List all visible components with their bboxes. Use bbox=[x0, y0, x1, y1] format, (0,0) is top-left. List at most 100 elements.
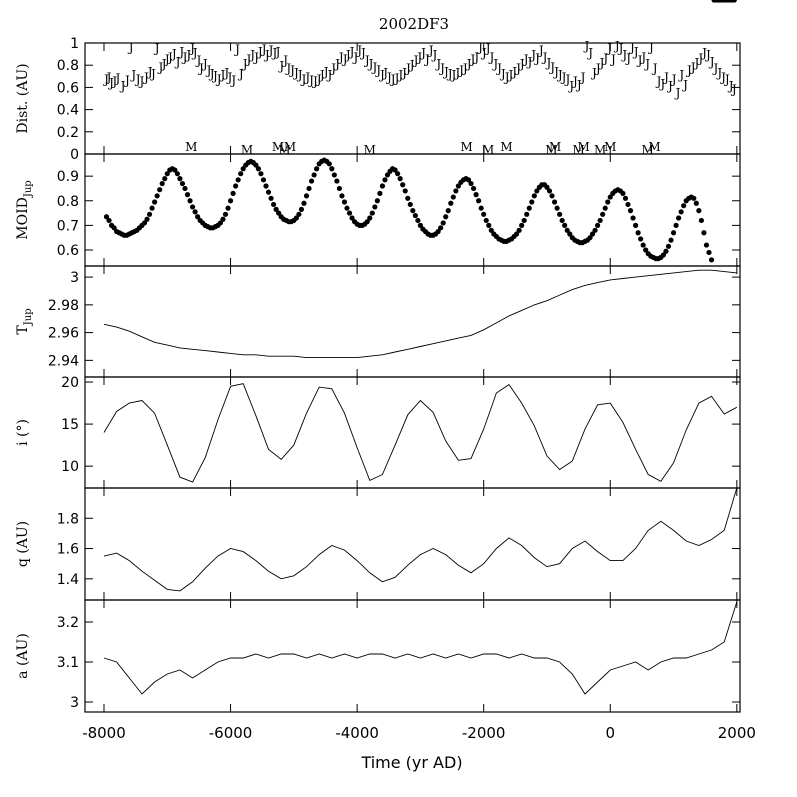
data-point bbox=[600, 211, 606, 217]
data-point: J bbox=[552, 65, 559, 79]
data-point bbox=[524, 211, 530, 217]
data-point bbox=[263, 183, 269, 189]
data-point: J bbox=[586, 46, 593, 60]
data-point bbox=[144, 216, 150, 222]
data-point bbox=[448, 200, 454, 206]
data-point: J bbox=[300, 73, 307, 87]
data-point bbox=[693, 200, 699, 206]
data-point: J bbox=[647, 40, 654, 54]
data-point bbox=[238, 171, 244, 177]
data-point: J bbox=[419, 46, 426, 60]
annotation-marker: M bbox=[185, 140, 197, 154]
data-point: J bbox=[119, 79, 126, 93]
data-point bbox=[410, 208, 416, 214]
data-point: J bbox=[651, 61, 658, 75]
data-point: J bbox=[415, 50, 422, 64]
data-point bbox=[481, 211, 487, 217]
data-point: J bbox=[107, 76, 114, 90]
data-point: J bbox=[348, 45, 355, 59]
panel-q: 1.4 1.6 1.8 q (AU) bbox=[15, 487, 741, 601]
data-point bbox=[195, 214, 201, 220]
data-point bbox=[549, 193, 555, 199]
data-point: J bbox=[256, 45, 263, 59]
data-point: J bbox=[476, 40, 483, 54]
series-line bbox=[103, 269, 737, 359]
data-point bbox=[146, 211, 153, 217]
y-axis-label: i (°) bbox=[15, 419, 31, 446]
y-tick-label: 3 bbox=[70, 270, 79, 286]
data-point: J bbox=[453, 66, 460, 80]
data-point: J bbox=[434, 57, 441, 71]
data-point bbox=[703, 242, 710, 248]
data-point: J bbox=[484, 41, 491, 55]
data-point bbox=[303, 193, 310, 199]
data-point: J bbox=[270, 46, 277, 60]
data-point bbox=[731, 0, 737, 3]
data-point bbox=[643, 247, 649, 253]
data-point: J bbox=[457, 64, 464, 78]
data-point: J bbox=[201, 57, 208, 71]
data-point: J bbox=[662, 70, 669, 84]
data-point bbox=[407, 201, 413, 208]
data-point bbox=[453, 188, 459, 194]
data-point: J bbox=[181, 50, 188, 64]
data-point: J bbox=[219, 68, 226, 82]
data-point: J bbox=[491, 57, 498, 71]
data-point bbox=[392, 167, 398, 173]
data-point: J bbox=[105, 70, 112, 84]
data-point bbox=[276, 210, 282, 216]
data-point bbox=[412, 212, 418, 219]
data-point bbox=[478, 205, 484, 211]
data-point: J bbox=[525, 55, 532, 69]
data-point: J bbox=[123, 74, 130, 88]
x-tick-label: 0 bbox=[605, 724, 615, 742]
data-point: J bbox=[563, 73, 570, 87]
data-point: J bbox=[624, 51, 631, 65]
data-point bbox=[630, 215, 636, 221]
data-point: J bbox=[127, 40, 134, 54]
annotation-marker: M bbox=[604, 140, 616, 154]
annotation-marker: M bbox=[284, 140, 296, 154]
data-point: J bbox=[260, 43, 267, 57]
data-point: J bbox=[248, 48, 255, 62]
y-tick-label: 3 bbox=[70, 695, 79, 711]
y-tick-label: 0 bbox=[70, 147, 79, 163]
data-point: J bbox=[715, 66, 722, 80]
data-point bbox=[559, 217, 565, 224]
data-point bbox=[597, 217, 603, 224]
annotation-marker: M bbox=[460, 140, 472, 154]
y-tick-label: 20 bbox=[61, 375, 79, 391]
data-point bbox=[349, 215, 355, 221]
data-point bbox=[184, 192, 191, 198]
data-point: J bbox=[556, 68, 563, 82]
annotation-marker: M bbox=[545, 143, 557, 157]
data-point: J bbox=[396, 68, 403, 82]
data-point: J bbox=[446, 67, 453, 81]
data-point bbox=[177, 176, 183, 182]
data-point bbox=[298, 206, 305, 212]
data-point: J bbox=[163, 53, 170, 67]
data-point bbox=[152, 199, 158, 205]
data-point: J bbox=[685, 64, 692, 78]
data-point bbox=[562, 222, 568, 228]
panel-frame bbox=[84, 376, 741, 489]
data-point: J bbox=[658, 77, 665, 91]
data-point: J bbox=[114, 71, 121, 85]
data-point: J bbox=[245, 53, 252, 67]
annotation-marker: M bbox=[594, 143, 606, 157]
data-point: J bbox=[303, 70, 310, 84]
data-point: J bbox=[438, 61, 445, 75]
data-point: J bbox=[544, 56, 551, 70]
data-point: J bbox=[727, 79, 734, 93]
data-point bbox=[268, 195, 274, 201]
data-point: J bbox=[149, 67, 156, 81]
data-point bbox=[691, 195, 697, 201]
data-point: J bbox=[329, 61, 336, 75]
chart-title: 2002DF3 bbox=[379, 15, 449, 33]
data-point: J bbox=[110, 75, 117, 89]
data-point: J bbox=[381, 66, 388, 80]
data-point bbox=[440, 220, 446, 226]
annotation-marker: M bbox=[500, 140, 512, 154]
data-point: J bbox=[222, 66, 229, 80]
